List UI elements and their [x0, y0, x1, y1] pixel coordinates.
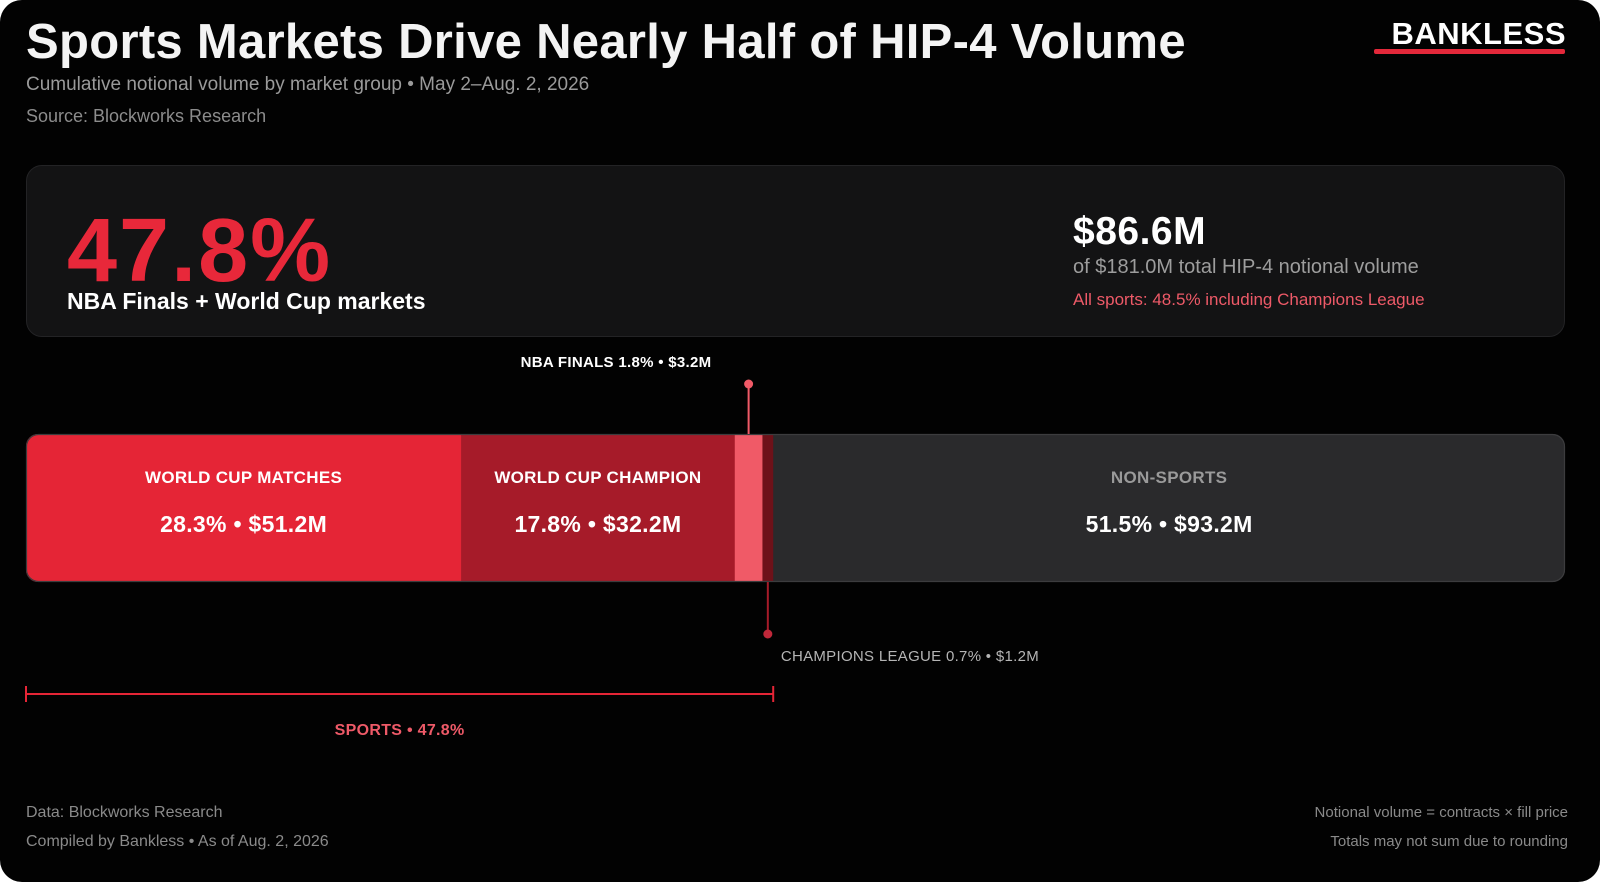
sports-total-value: $86.6M	[1073, 210, 1207, 253]
segment-label-world-cup-champion: WORLD CUP CHAMPION	[494, 468, 702, 487]
footer-note-notional: Notional volume = contracts × fill price	[1314, 804, 1568, 821]
footer-note-rounding: Totals may not sum due to rounding	[1330, 833, 1568, 850]
summary-card: 47.8% NBA Finals + World Cup markets $86…	[26, 165, 1565, 337]
segment-label-non-sports: NON-SPORTS	[1110, 468, 1228, 487]
bar-segment-nba-finals	[734, 434, 763, 582]
footer-data-source: Data: Blockworks Research	[26, 804, 223, 821]
bar-segment-world-cup-champion	[461, 434, 736, 582]
headline-percentage: 47.8%	[67, 201, 333, 301]
brand-underline	[1374, 49, 1565, 54]
segment-value-world-cup-champion: 17.8% • $32.2M	[514, 511, 682, 537]
footer-compiled: Compiled by Bankless • As of Aug. 2, 202…	[26, 833, 329, 850]
champions-league-leader-dot	[763, 629, 773, 639]
bar-segment-world-cup-matches	[26, 434, 462, 582]
bar-outline	[25, 433, 1566, 583]
brand-logo: BANKLESS	[1391, 16, 1566, 51]
bar-segment-champions-league	[762, 434, 774, 582]
nba-finals-callout: NBA FINALS 1.8% • $3.2M	[520, 354, 712, 371]
nba-finals-leader-dot	[744, 379, 754, 389]
sports-bracket-label: SPORTS • 47.8%	[334, 722, 465, 739]
segment-value-world-cup-matches: 28.3% • $51.2M	[160, 511, 328, 537]
all-sports-note: All sports: 48.5% including Champions Le…	[1073, 290, 1425, 309]
chart-source: Source: Blockworks Research	[26, 106, 267, 126]
segment-value-non-sports: 51.5% • $93.2M	[1085, 511, 1253, 537]
segment-label-world-cup-matches: WORLD CUP MATCHES	[144, 468, 343, 487]
champions-league-callout: CHAMPIONS LEAGUE 0.7% • $1.2M	[780, 648, 1040, 665]
sports-total-description: of $181.0M total HIP-4 notional volume	[1073, 256, 1419, 278]
headline-label: NBA Finals + World Cup markets	[67, 288, 426, 314]
chart-title: Sports Markets Drive Nearly Half of HIP-…	[26, 15, 1186, 69]
bar-segment-non-sports	[773, 434, 1565, 582]
chart-subtitle: Cumulative notional volume by market gro…	[26, 74, 590, 95]
